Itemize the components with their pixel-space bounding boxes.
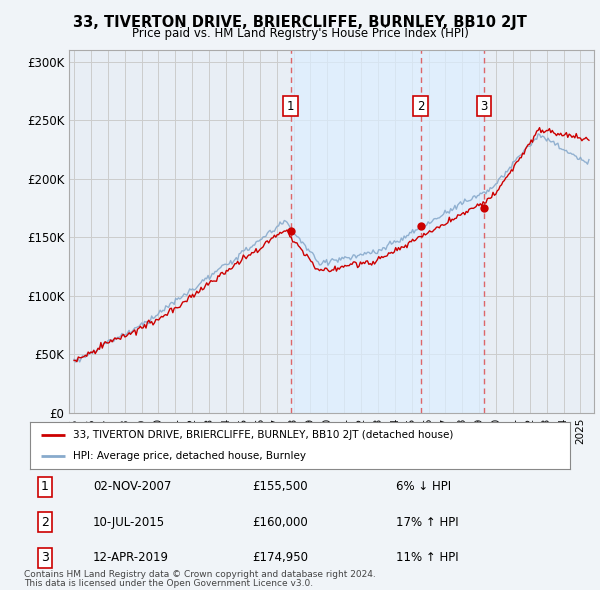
Text: Price paid vs. HM Land Registry's House Price Index (HPI): Price paid vs. HM Land Registry's House … <box>131 27 469 40</box>
Text: 33, TIVERTON DRIVE, BRIERCLIFFE, BURNLEY, BB10 2JT: 33, TIVERTON DRIVE, BRIERCLIFFE, BURNLEY… <box>73 15 527 30</box>
Text: 3: 3 <box>480 100 488 113</box>
Text: 1: 1 <box>287 100 295 113</box>
Text: Contains HM Land Registry data © Crown copyright and database right 2024.: Contains HM Land Registry data © Crown c… <box>24 571 376 579</box>
Text: 11% ↑ HPI: 11% ↑ HPI <box>396 551 458 564</box>
Text: £160,000: £160,000 <box>252 516 308 529</box>
Text: 2: 2 <box>417 100 424 113</box>
Text: £174,950: £174,950 <box>252 551 308 564</box>
Text: 02-NOV-2007: 02-NOV-2007 <box>93 480 172 493</box>
Text: 33, TIVERTON DRIVE, BRIERCLIFFE, BURNLEY, BB10 2JT (detached house): 33, TIVERTON DRIVE, BRIERCLIFFE, BURNLEY… <box>73 430 454 440</box>
Text: £155,500: £155,500 <box>252 480 308 493</box>
Text: 17% ↑ HPI: 17% ↑ HPI <box>396 516 458 529</box>
Text: 12-APR-2019: 12-APR-2019 <box>93 551 169 564</box>
Text: 3: 3 <box>41 551 49 564</box>
Text: 10-JUL-2015: 10-JUL-2015 <box>93 516 165 529</box>
Text: HPI: Average price, detached house, Burnley: HPI: Average price, detached house, Burn… <box>73 451 306 461</box>
Text: 1: 1 <box>41 480 49 493</box>
Bar <box>290 50 484 413</box>
Text: This data is licensed under the Open Government Licence v3.0.: This data is licensed under the Open Gov… <box>24 579 313 588</box>
Text: 2: 2 <box>41 516 49 529</box>
Text: 6% ↓ HPI: 6% ↓ HPI <box>396 480 451 493</box>
